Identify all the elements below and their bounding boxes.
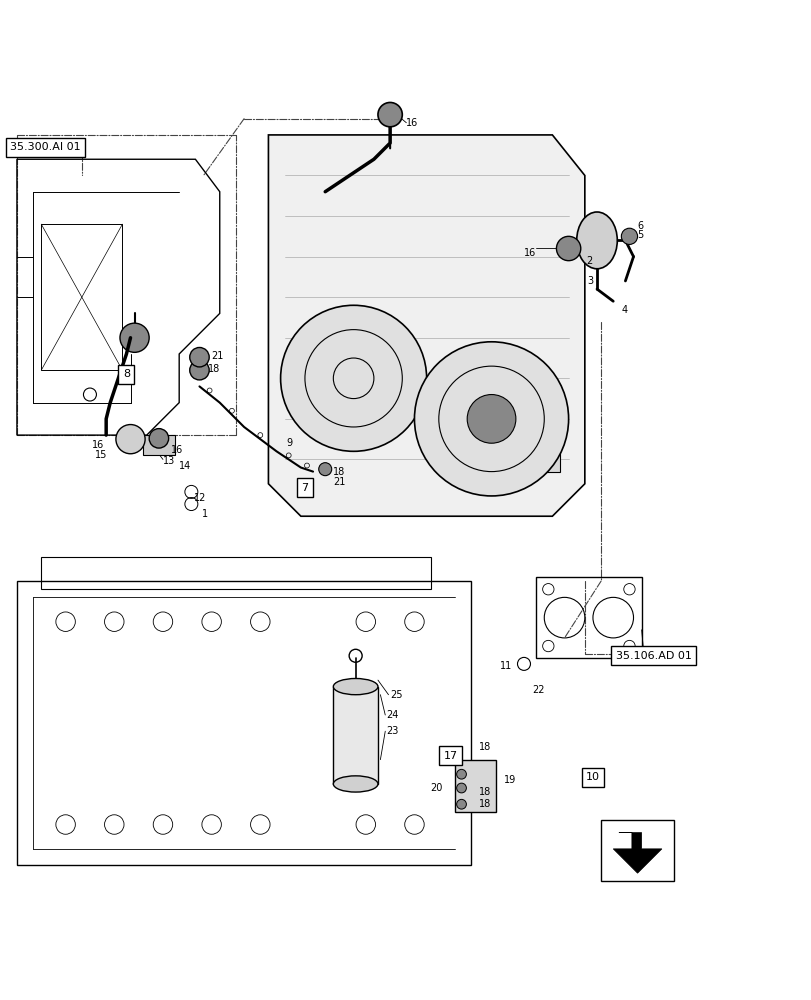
- Bar: [41, 224, 122, 370]
- Text: 20: 20: [430, 783, 442, 793]
- Text: 14: 14: [179, 461, 191, 471]
- Text: 17: 17: [444, 751, 457, 761]
- Circle shape: [466, 395, 515, 443]
- Text: 11: 11: [499, 661, 511, 671]
- Bar: [143, 435, 175, 455]
- Text: 8: 8: [122, 369, 130, 379]
- Circle shape: [281, 305, 426, 451]
- Text: 18: 18: [208, 364, 220, 374]
- Text: 18: 18: [478, 787, 491, 797]
- Circle shape: [456, 783, 466, 793]
- Circle shape: [116, 425, 145, 454]
- Text: 3: 3: [586, 276, 592, 286]
- Text: 1: 1: [202, 509, 208, 519]
- Text: 12: 12: [194, 493, 206, 503]
- Text: 16: 16: [406, 118, 418, 128]
- Bar: [454, 760, 495, 812]
- Text: 16: 16: [171, 445, 183, 455]
- Text: 6: 6: [637, 221, 643, 231]
- Bar: [17, 581, 470, 865]
- Text: 16: 16: [523, 248, 535, 258]
- Polygon shape: [268, 135, 584, 516]
- Text: 9: 9: [286, 438, 293, 448]
- Text: 16: 16: [92, 440, 104, 450]
- Text: 10: 10: [586, 772, 599, 782]
- Circle shape: [120, 323, 149, 352]
- Circle shape: [149, 429, 169, 448]
- Polygon shape: [612, 833, 661, 873]
- Text: 7: 7: [301, 483, 308, 493]
- Text: 18: 18: [478, 799, 491, 809]
- Text: 21: 21: [212, 351, 224, 361]
- Text: 23: 23: [385, 726, 398, 736]
- Bar: [535, 577, 641, 658]
- Circle shape: [456, 769, 466, 779]
- Text: 24: 24: [385, 710, 398, 720]
- Bar: [333, 687, 377, 784]
- Text: 5: 5: [637, 230, 643, 240]
- Circle shape: [620, 228, 637, 244]
- Bar: [41, 557, 430, 589]
- Text: 35.300.AI 01: 35.300.AI 01: [10, 142, 80, 152]
- Text: 13: 13: [163, 456, 175, 466]
- Text: 22: 22: [531, 685, 544, 695]
- Ellipse shape: [576, 212, 616, 269]
- Text: 15: 15: [96, 450, 108, 460]
- Text: 21: 21: [333, 477, 345, 487]
- Circle shape: [414, 342, 568, 496]
- Text: 18: 18: [333, 467, 345, 477]
- Ellipse shape: [333, 776, 377, 792]
- Text: 25: 25: [389, 690, 402, 700]
- Text: 19: 19: [503, 775, 515, 785]
- Circle shape: [456, 799, 466, 809]
- Circle shape: [190, 347, 209, 367]
- Circle shape: [319, 463, 332, 476]
- Text: 35.106.AD 01: 35.106.AD 01: [615, 651, 691, 661]
- Bar: [600, 820, 673, 881]
- Circle shape: [190, 360, 209, 380]
- Circle shape: [556, 236, 580, 261]
- Circle shape: [377, 102, 401, 127]
- Text: 18: 18: [478, 742, 491, 752]
- Ellipse shape: [333, 678, 377, 695]
- Text: 4: 4: [620, 305, 627, 315]
- Bar: [511, 419, 560, 472]
- Text: 2: 2: [586, 256, 592, 266]
